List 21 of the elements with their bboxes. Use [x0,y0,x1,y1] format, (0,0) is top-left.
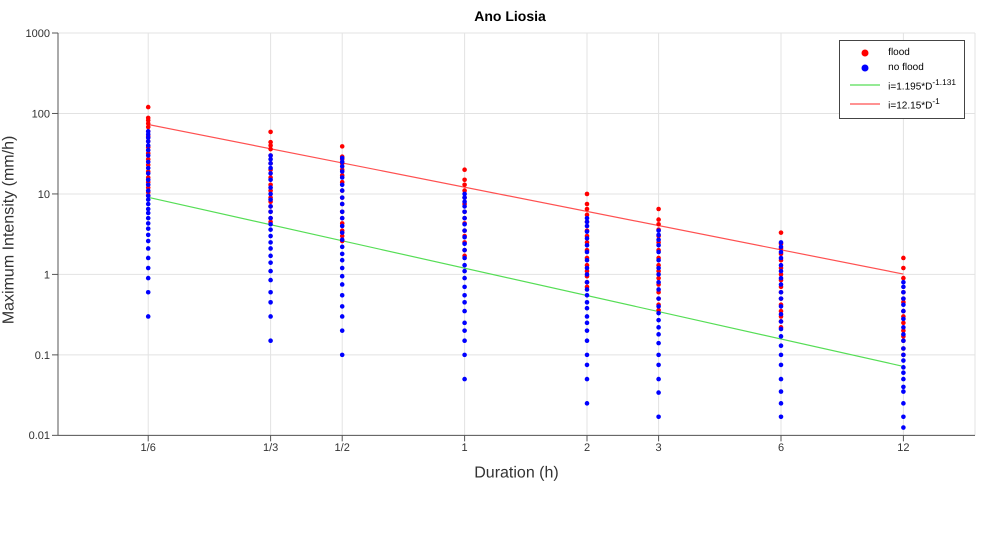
x-tick-label: 1 [462,442,468,454]
x-tick-label: 1/3 [262,442,278,454]
x-tick-label: 2 [584,442,590,454]
x-axis-title: Duration (h) [474,464,559,482]
y-tick-label: 1000 [26,28,50,40]
y-tick-label: 0.01 [28,430,50,442]
y-tick-label: 0.1 [34,350,50,362]
legend-label: i=1.195*D$^{-1.131}$ [888,76,956,94]
chart-title: Ano Liosia [473,8,547,24]
legend-label: flood [888,46,910,60]
x-tick-label: 12 [897,442,910,454]
legend-label: i=12.15*D$^{-1}$ [888,95,940,114]
x-tick-label: 3 [656,442,662,454]
x-tick-label: 6 [778,442,784,454]
legend-label: no flood [888,61,924,75]
x-tick-label: 1/2 [334,442,350,454]
x-tick-label: 1/6 [140,442,156,454]
y-tick-label: 100 [32,108,50,120]
y-tick-label: 10 [38,188,50,201]
y-axis-title: Maximum Intensity (mm/h) [0,136,18,324]
y-tick-label: 1 [44,269,50,282]
